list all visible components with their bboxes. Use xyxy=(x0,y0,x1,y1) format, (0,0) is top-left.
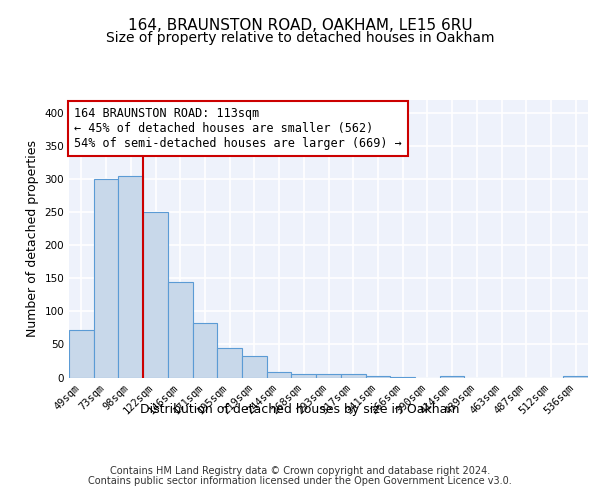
Text: Distribution of detached houses by size in Oakham: Distribution of detached houses by size … xyxy=(140,402,460,415)
Bar xyxy=(316,374,341,378)
Bar xyxy=(440,376,464,378)
Bar xyxy=(390,377,415,378)
Text: 164, BRAUNSTON ROAD, OAKHAM, LE15 6RU: 164, BRAUNSTON ROAD, OAKHAM, LE15 6RU xyxy=(128,18,472,32)
Text: Contains HM Land Registry data © Crown copyright and database right 2024.: Contains HM Land Registry data © Crown c… xyxy=(110,466,490,476)
Bar xyxy=(168,282,193,378)
Bar xyxy=(69,330,94,378)
Bar xyxy=(242,356,267,378)
Bar xyxy=(94,180,118,378)
Bar xyxy=(143,212,168,378)
Y-axis label: Number of detached properties: Number of detached properties xyxy=(26,140,39,337)
Bar xyxy=(193,322,217,378)
Bar xyxy=(341,374,365,378)
Text: Contains public sector information licensed under the Open Government Licence v3: Contains public sector information licen… xyxy=(88,476,512,486)
Bar xyxy=(118,176,143,378)
Bar xyxy=(365,376,390,378)
Text: 164 BRAUNSTON ROAD: 113sqm
← 45% of detached houses are smaller (562)
54% of sem: 164 BRAUNSTON ROAD: 113sqm ← 45% of deta… xyxy=(74,107,402,150)
Text: Size of property relative to detached houses in Oakham: Size of property relative to detached ho… xyxy=(106,31,494,45)
Bar xyxy=(217,348,242,378)
Bar xyxy=(563,376,588,378)
Bar xyxy=(267,372,292,378)
Bar xyxy=(292,374,316,378)
